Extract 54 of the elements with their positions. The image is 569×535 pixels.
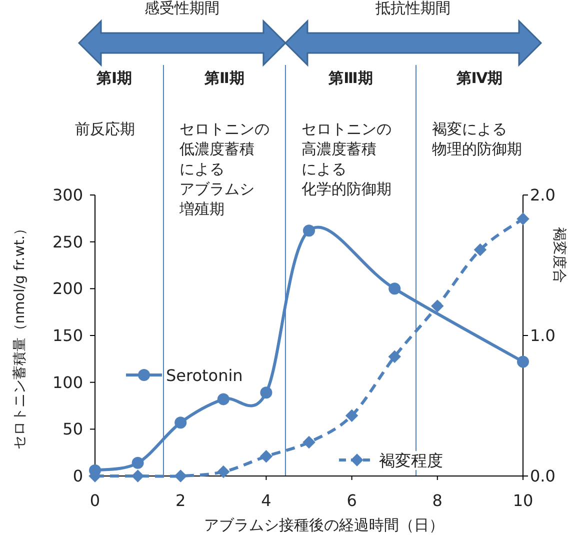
text: 感受性期間 [144, 0, 220, 17]
annotation: 化学的防御期 [301, 180, 392, 198]
y-tick-label: 150 [52, 326, 83, 345]
x-axis-title: アブラムシ接種後の経過時間（日） [204, 516, 444, 534]
y2-tick-label: 2.0 [530, 186, 556, 204]
x-tick-label: 0 [90, 491, 100, 510]
y-tick-label: 100 [52, 372, 83, 392]
text: 前反応期 [75, 120, 135, 138]
point [302, 436, 316, 449]
x-tick-label: 2 [176, 491, 186, 510]
point [260, 386, 272, 399]
text: 物理的防御期 [432, 140, 522, 158]
x-tick-label: 10 [512, 491, 534, 510]
legend-label: 褐変程度 [379, 451, 443, 470]
text: による [179, 160, 224, 178]
point [217, 393, 230, 406]
point [474, 243, 487, 256]
y-tick-label: 200 [52, 279, 83, 298]
point [431, 300, 444, 312]
text: 第Ⅰ期 [95, 69, 132, 87]
x-tick-label: 8 [432, 491, 442, 510]
text: セロトニンの [179, 120, 270, 138]
point [517, 356, 529, 368]
text: 第Ⅳ期 [455, 69, 503, 87]
text: 抵抗性期間 [374, 0, 451, 17]
point [388, 350, 401, 363]
point [388, 282, 401, 295]
y-tick-label: 50 [62, 420, 83, 439]
text: セロトニンの [301, 120, 392, 138]
y-tick-label: 250 [52, 232, 83, 252]
point [303, 224, 315, 237]
x-tick-label: 6 [346, 491, 357, 510]
text: 高濃度蓄積 [301, 140, 376, 158]
text: による [301, 160, 346, 178]
point [260, 450, 273, 463]
text: 褐変による [432, 120, 507, 138]
point [345, 409, 358, 422]
y-tick-label: 300 [52, 186, 83, 204]
y2-tick-label: 0.0 [530, 466, 556, 486]
y-tick-label: 0 [72, 466, 83, 486]
text: 第Ⅱ期 [204, 69, 244, 87]
point [174, 416, 187, 429]
text: 第Ⅲ期 [328, 69, 373, 87]
y2-axis-title: 褐変度合 [551, 227, 567, 283]
annotation: 増殖期 [178, 200, 224, 218]
y-axis-title: セロトニン蓄積量（nmol/g fr.wt.） [12, 221, 28, 450]
annotation: アブラムシ [179, 180, 254, 198]
y2-tick-label: 1.0 [530, 326, 556, 345]
point [132, 456, 144, 469]
text: 低濃度蓄積 [179, 140, 254, 158]
point [217, 465, 230, 478]
x-tick-label: 4 [261, 491, 272, 510]
point [516, 212, 530, 226]
legend-label: Serotonin [166, 366, 243, 385]
